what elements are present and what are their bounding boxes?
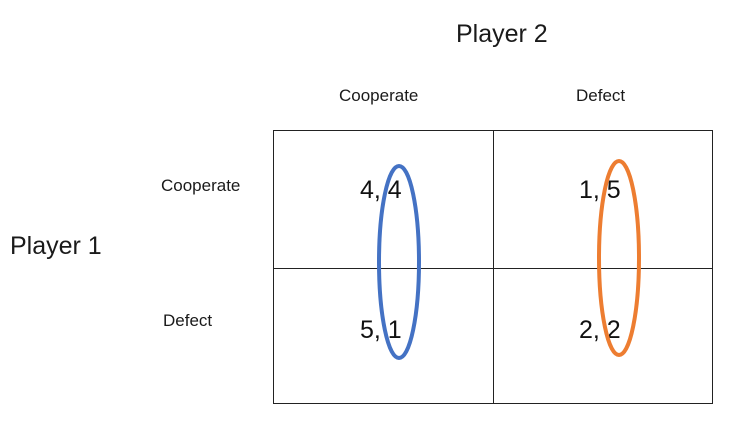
payoff-cooperate-defect: 1, 5 xyxy=(579,176,621,204)
payoff-defect-defect: 2, 2 xyxy=(579,316,621,344)
row-header-defect: Defect xyxy=(163,311,213,330)
column-header-defect: Defect xyxy=(576,86,626,105)
payoff-matrix xyxy=(273,130,713,404)
payoff-defect-cooperate: 5, 1 xyxy=(360,316,402,344)
matrix-column-divider xyxy=(493,131,494,403)
player-2-label: Player 2 xyxy=(456,20,548,48)
player-1-label: Player 1 xyxy=(10,232,102,260)
payoff-cooperate-cooperate: 4, 4 xyxy=(360,176,402,204)
row-header-cooperate: Cooperate xyxy=(161,176,241,195)
matrix-row-divider xyxy=(274,268,712,269)
column-header-cooperate: Cooperate xyxy=(339,86,419,105)
